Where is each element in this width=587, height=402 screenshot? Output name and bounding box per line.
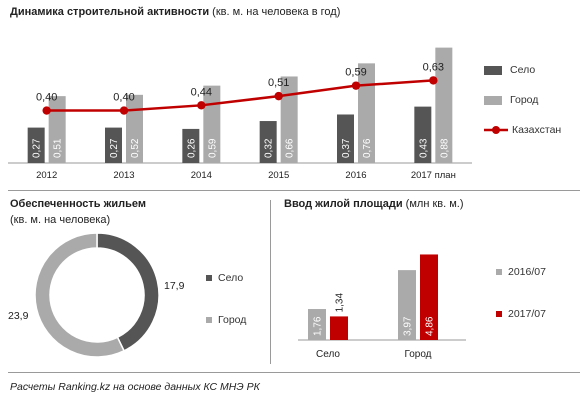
x-tick-label: 2016 — [345, 170, 366, 181]
bar-label-gorod: 0,59 — [207, 138, 218, 158]
point-kazakhstan — [197, 101, 206, 110]
chart3-title: Ввод жилой площади (млн кв. м.) — [284, 198, 464, 210]
bar-label-gorod: 0,88 — [439, 138, 450, 158]
x-tick-label: Город — [404, 349, 431, 360]
bar-selo — [182, 128, 200, 163]
x-tick-label: 2015 — [268, 170, 289, 181]
point-label-kazakhstan: 0,40 — [113, 92, 134, 104]
bar-label-selo: 0,27 — [32, 138, 43, 158]
donut-slice-selo — [96, 232, 160, 352]
x-tick-label: 2014 — [191, 170, 212, 181]
bar-gorod — [48, 96, 66, 163]
legend2-item-selo: Село — [206, 271, 246, 285]
point-label-kazakhstan: 0,63 — [423, 61, 444, 73]
bar-label-gorod: 0,66 — [285, 138, 296, 158]
bar-2016-07 — [398, 270, 416, 340]
bar-label-selo: 0,26 — [186, 138, 197, 158]
bar-label-selo: 0,43 — [418, 138, 429, 158]
divider-bottom — [8, 372, 580, 373]
bar-gorod — [358, 63, 375, 163]
bar-label-selo: 0,37 — [341, 138, 352, 158]
legend2-swatch-selo — [206, 275, 212, 281]
bar-label-gorod: 0,51 — [53, 138, 64, 158]
bar-label-2017-07: 4,86 — [425, 316, 436, 336]
point-kazakhstan — [351, 81, 361, 90]
legend3-item-2016: 2016/07 — [496, 265, 546, 279]
bar-selo — [337, 114, 354, 163]
bar-label-selo: 0,32 — [264, 138, 275, 158]
bar-gorod — [435, 47, 453, 163]
bar-label-2016-07: 3,97 — [403, 316, 414, 336]
legend2-item-gorod: Город — [206, 313, 246, 327]
donut-slice-gorod — [34, 232, 126, 358]
legend2-swatch-gorod — [206, 317, 212, 323]
chart1-plot: 0,27 0,51 2012 0,27 0,52 2013 0,26 0,59 2014 0,32… — [8, 47, 472, 181]
point-label-kazakhstan: 0,59 — [345, 67, 366, 79]
chart2-subtitle: (кв. м. на человека) — [10, 214, 111, 226]
x-tick-label: 2013 — [113, 170, 134, 181]
donut-label-gorod: 23,9 — [8, 310, 29, 322]
legend-item-gorod: Город — [484, 92, 561, 108]
bar-gorod — [126, 94, 143, 163]
bar-2017-07 — [420, 254, 438, 340]
bar-2016-07 — [308, 309, 326, 340]
point-kazakhstan — [42, 106, 51, 115]
x-tick-label: 2012 — [36, 170, 57, 181]
chart1-title: Динамика строительной активности (кв. м.… — [10, 6, 340, 18]
footer-source: Расчеты Ranking.kz на основе данных КС М… — [10, 381, 260, 393]
chart1-legend: Село Город Казахстан — [484, 62, 561, 138]
chart1-title-text: Динамика строительной активности — [10, 6, 210, 18]
x-tick-label: Село — [316, 349, 340, 360]
point-kazakhstan — [429, 76, 438, 85]
legend2-label-gorod: Город — [218, 314, 247, 326]
bar-2017-07 — [330, 316, 348, 340]
chart2-plot: 17,9 23,9 — [8, 232, 185, 358]
bar-selo — [27, 127, 45, 163]
point-label-kazakhstan: 0,40 — [36, 92, 57, 104]
bar-label-2017-07: 1,34 — [335, 293, 346, 313]
x-tick-label: 2017 план — [411, 170, 456, 181]
legend3-swatch-2016 — [496, 269, 502, 275]
chart3-subtitle: (млн кв. м.) — [405, 198, 464, 210]
legend2-label-selo: Село — [218, 272, 244, 284]
bar-label-2016-07: 1,76 — [313, 316, 324, 336]
bar-gorod — [280, 76, 298, 163]
legend-item-kz: Казахстан — [484, 122, 561, 138]
chart3-title-text: Ввод жилой площади — [284, 198, 403, 210]
bar-selo — [414, 106, 432, 163]
legend-label-gorod: Город — [510, 94, 539, 106]
line-kazakhstan — [46, 79, 434, 112]
legend-swatch-gorod — [484, 95, 502, 105]
chart2-title: Обеспеченность жильем — [10, 198, 147, 210]
legend-label-selo: Село — [510, 64, 536, 76]
chart3-legend: 2016/07 2017/07 — [496, 265, 546, 321]
legend-swatch-kz — [484, 126, 508, 134]
legend-swatch-selo — [484, 65, 502, 75]
point-label-kazakhstan: 0,51 — [268, 77, 289, 89]
legend-label-kz: Казахстан — [512, 124, 562, 136]
bar-label-gorod: 0,76 — [362, 138, 373, 158]
point-kazakhstan — [119, 106, 129, 115]
legend3-item-2017: 2017/07 — [496, 307, 546, 321]
legend-item-selo: Село — [484, 62, 561, 78]
legend3-label-2016: 2016/07 — [508, 266, 546, 278]
bar-label-gorod: 0,52 — [130, 138, 141, 158]
chart2-legend: Село Город — [206, 271, 246, 327]
chart1-subtitle: (кв. м. на человека в год) — [212, 6, 341, 18]
point-kazakhstan — [274, 91, 283, 101]
legend3-label-2017: 2017/07 — [508, 308, 546, 320]
bar-selo — [259, 121, 277, 163]
bar-label-selo: 0,27 — [109, 138, 120, 158]
chart3-plot: 1,76 1,34 Село 3,97 4,86 Город — [298, 254, 466, 360]
divider-top — [8, 190, 580, 191]
bar-selo — [105, 127, 122, 163]
donut-label-selo: 17,9 — [164, 280, 185, 292]
divider-vertical — [270, 200, 271, 364]
point-label-kazakhstan: 0,44 — [191, 86, 212, 98]
legend3-swatch-2017 — [496, 311, 502, 317]
